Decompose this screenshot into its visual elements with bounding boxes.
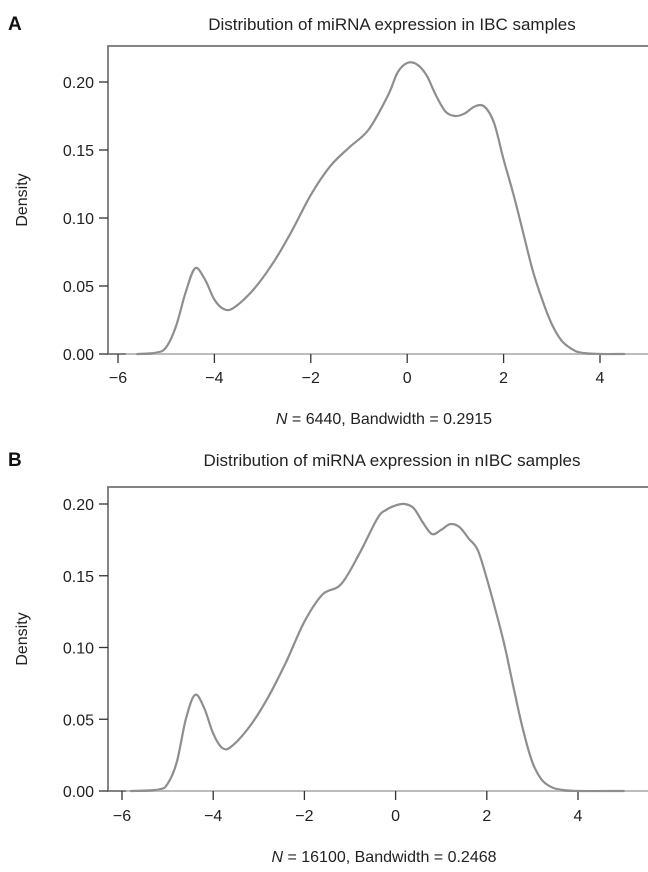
panel-letter: B bbox=[8, 450, 22, 471]
y-tick-label: 0.10 bbox=[63, 641, 94, 658]
x-tick-label: −4 bbox=[205, 370, 223, 387]
x-tick-label: 4 bbox=[574, 808, 583, 825]
y-tick-label: 0.20 bbox=[63, 497, 94, 514]
x-tick-label: 0 bbox=[391, 808, 400, 825]
y-axis-label: Density bbox=[14, 612, 31, 665]
x-tick-label: −4 bbox=[204, 808, 222, 825]
x-tick-label: 4 bbox=[596, 370, 605, 387]
x-axis-label: N = 16100, Bandwidth = 0.2468 bbox=[271, 849, 496, 866]
panel-letter: A bbox=[8, 14, 22, 35]
y-tick-label: 0.00 bbox=[63, 784, 94, 801]
x-tick-label: −2 bbox=[295, 808, 313, 825]
density-panel-a: A Distribution of miRNA expression in IBC… bbox=[8, 14, 648, 428]
plot-frame bbox=[107, 486, 648, 792]
y-tick-label: 0.00 bbox=[63, 347, 94, 364]
x-axis-label-n: N bbox=[271, 849, 283, 866]
x-tick-label: −6 bbox=[109, 370, 127, 387]
y-tick-label: 0.20 bbox=[63, 75, 94, 92]
chart-title: Distribution of miRNA expression in IBC … bbox=[208, 15, 576, 34]
x-axis-label: N = 6440, Bandwidth = 0.2915 bbox=[276, 411, 492, 428]
density-curve bbox=[136, 61, 626, 356]
density-curve bbox=[130, 502, 625, 793]
y-tick-label: 0.05 bbox=[63, 712, 94, 729]
y-tick-label: 0.15 bbox=[63, 143, 94, 160]
x-tick-label: 0 bbox=[403, 370, 412, 387]
x-axis-label-text: = 6440, Bandwidth = 0.2915 bbox=[287, 411, 492, 428]
y-tick-label: 0.15 bbox=[63, 569, 94, 586]
x-axis-label-n: N bbox=[276, 411, 288, 428]
plot-frame bbox=[107, 45, 648, 355]
density-panel-b: B Distribution of miRNA expression in nIB… bbox=[8, 450, 648, 866]
x-axis-label-text: = 16100, Bandwidth = 0.2468 bbox=[283, 849, 497, 866]
x-tick-label: −6 bbox=[113, 808, 131, 825]
y-tick-label: 0.05 bbox=[63, 279, 94, 296]
y-tick-label: 0.10 bbox=[63, 211, 94, 228]
x-tick-label: −2 bbox=[302, 370, 320, 387]
x-tick-label: 2 bbox=[499, 370, 508, 387]
chart-title: Distribution of miRNA expression in nIBC… bbox=[204, 451, 581, 470]
y-axis-label: Density bbox=[14, 173, 31, 226]
x-tick-label: 2 bbox=[482, 808, 491, 825]
